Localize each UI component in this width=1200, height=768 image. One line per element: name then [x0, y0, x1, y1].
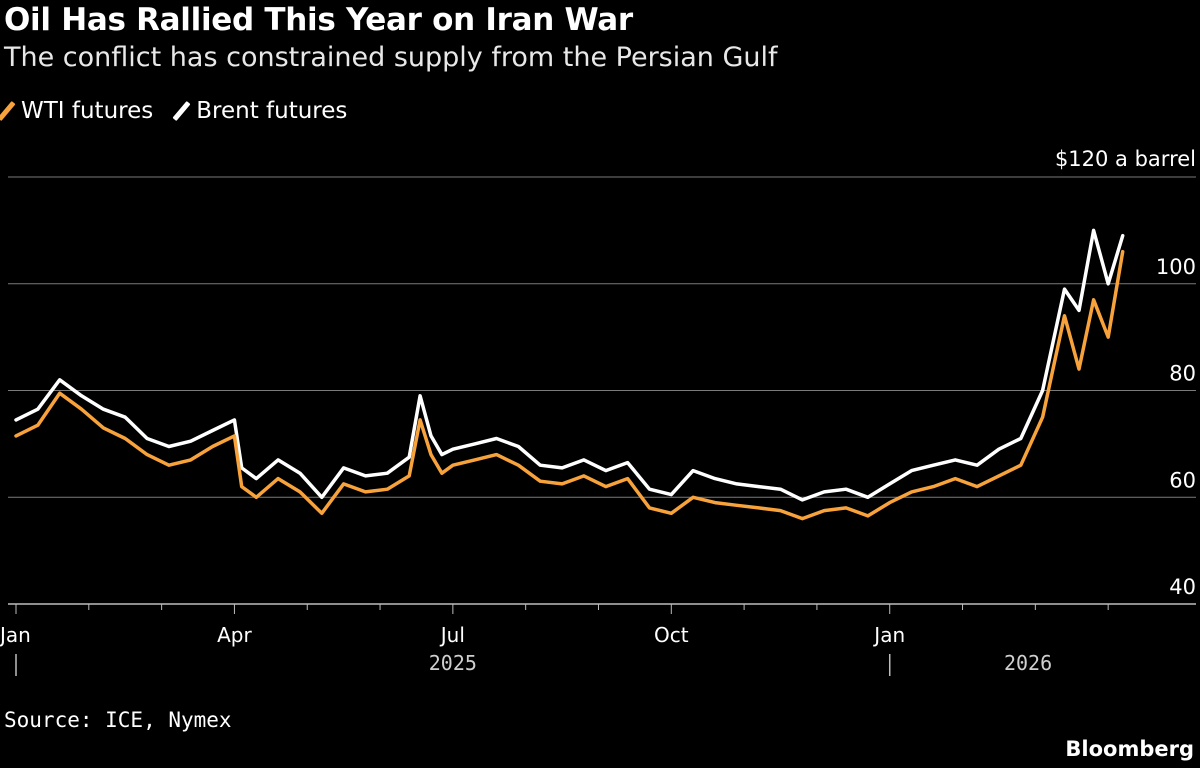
x-tick-label-apr: Apr: [217, 623, 252, 647]
series-line-brent-futures: [14, 228, 1125, 502]
year-label-2025: 2025: [429, 651, 477, 675]
chart-title: Oil Has Rallied This Year on Iran War: [4, 2, 633, 38]
y-tick-label-40: 40: [1169, 575, 1196, 599]
series-line-wti-futures: [14, 249, 1125, 521]
x-tick-label-jul: Jul: [439, 623, 465, 647]
y-tick-label-60: 60: [1169, 468, 1196, 492]
x-tick-label-jan: Jan: [0, 623, 31, 647]
legend-label-wti: WTI futures: [21, 98, 154, 124]
y-tick-label-100: 100: [1156, 255, 1196, 279]
y-axis-unit-label: $120 a barrel: [1055, 147, 1196, 171]
x-tick-label-jan: Jan: [872, 623, 905, 647]
y-tick-label-80: 80: [1169, 362, 1196, 386]
x-tick-label-oct: Oct: [654, 623, 689, 647]
source-note: Source: ICE, Nymex: [4, 708, 232, 732]
legend-item-brent: Brent futures: [172, 98, 348, 124]
legend-label-brent: Brent futures: [196, 98, 348, 124]
chart-subtitle: The conflict has constrained supply from…: [4, 42, 778, 73]
year-label-2026: 2026: [1004, 651, 1052, 675]
bloomberg-logo: Bloomberg: [1065, 737, 1194, 761]
legend-item-wti: WTI futures: [0, 98, 154, 124]
legend: WTI futures Brent futures: [0, 98, 373, 124]
